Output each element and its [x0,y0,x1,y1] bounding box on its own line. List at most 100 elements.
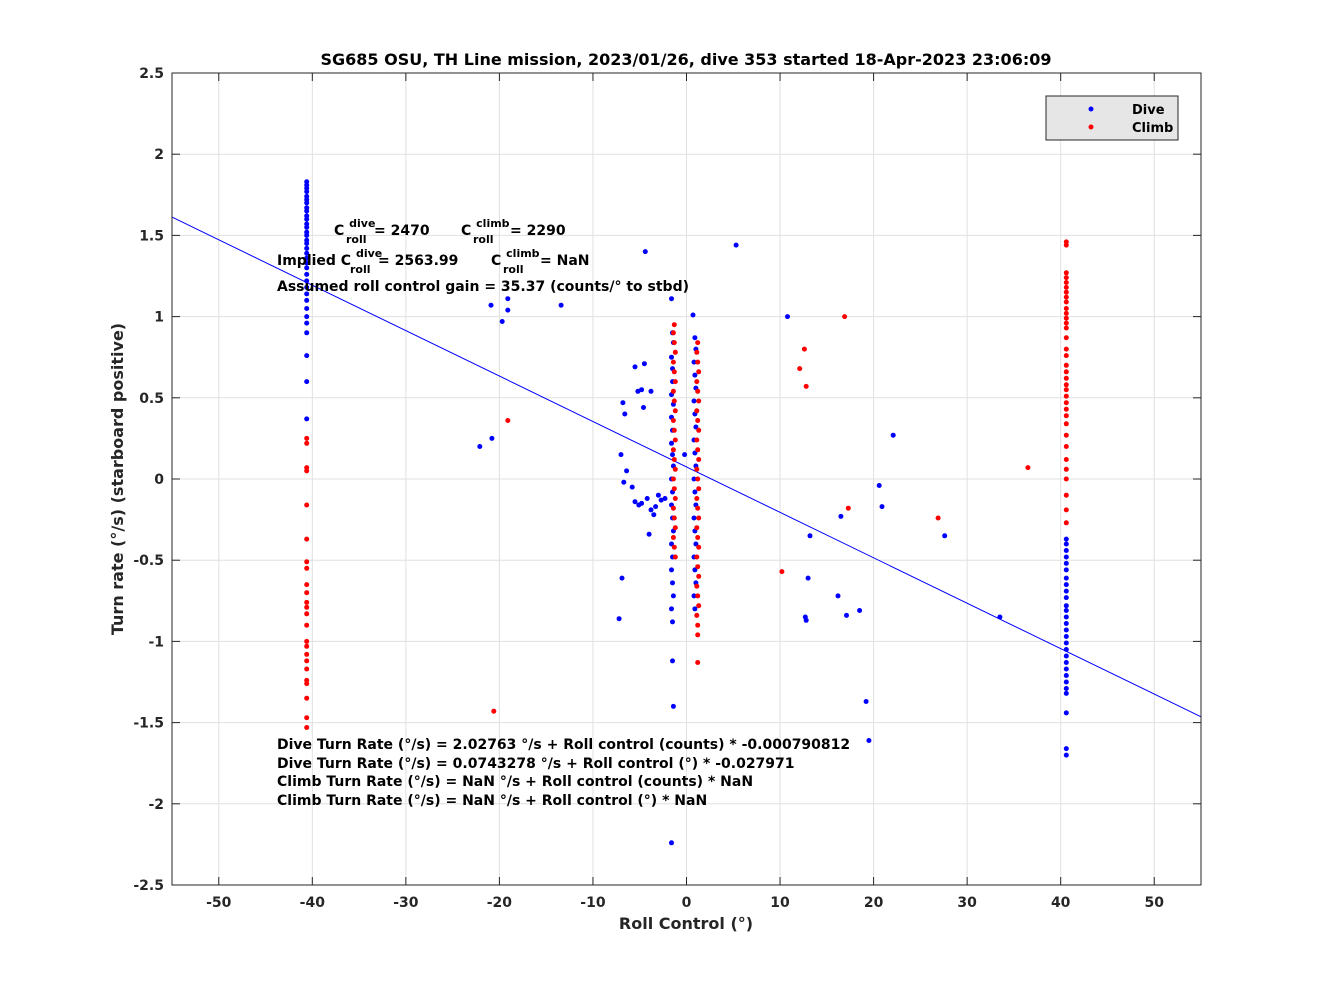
svg-text:C dive roll: C dive roll = 2470 [334,215,430,247]
dive-point [1063,554,1069,560]
climb-point [695,388,701,394]
dive-point [489,435,495,441]
dive-point [692,489,698,495]
dive-point [1063,634,1069,639]
climb-point [671,457,677,462]
dive-point [1063,614,1069,620]
dive-point [653,504,659,510]
climb-point [1063,406,1069,412]
climb-point [803,383,809,389]
c-climb-sub: roll [473,233,494,246]
implied-dive-value: = 2563.99 [378,253,458,269]
dive-point [304,189,310,195]
climb-point [1063,444,1069,449]
dive-point [499,319,505,324]
x-tick-label: 50 [1144,895,1164,911]
legend-dive-marker [1088,106,1094,112]
y-tick-label: 0 [154,472,164,488]
climb-point [694,466,700,472]
climb-point [696,398,702,404]
climb-point [304,599,310,605]
climb-point [505,418,511,423]
fit-line-layer [171,216,1202,718]
climb-point [1063,457,1069,462]
dive-point [1063,660,1069,665]
dive-point [807,533,813,539]
implied-dive-sub: roll [350,263,371,276]
dive-point [691,476,697,482]
x-tick-label: 40 [1051,895,1071,911]
dive-point [1063,603,1069,609]
dive-point [477,444,483,449]
x-tick-label: 30 [957,895,977,911]
dive-point [304,330,310,336]
dive-point [693,424,699,430]
dive-point [646,531,652,537]
climb-point [1063,242,1069,248]
dive-point [1063,575,1069,581]
climb-point [935,515,941,521]
chart-title: SG685 OSU, TH Line mission, 2023/01/26, … [321,50,1052,69]
legend: Dive Climb [1045,95,1179,141]
dive-point [655,492,661,498]
dive-point [692,372,698,378]
dive-point [618,452,624,458]
climb-point [671,340,677,346]
dive-point [857,608,863,613]
climb-point [694,408,700,414]
climb-point [696,427,702,433]
climb-point [694,525,700,531]
dive-point [942,533,948,539]
climb-point [695,418,701,423]
climb-point [304,440,310,446]
dive-point [1063,621,1069,626]
climb-point [670,359,676,365]
x-tick-label: -10 [580,895,606,911]
climb-point [1063,507,1069,513]
climb-point [672,496,678,501]
climb-point [696,603,702,609]
implied-climb-value: = NaN [540,253,590,269]
dive-point [838,513,844,519]
dive-point [635,388,641,394]
climb-point [1063,335,1069,341]
y-tick-label: 1.5 [139,228,164,244]
climb-point [797,366,803,372]
climb-point [304,582,310,588]
climb-point [695,535,701,540]
climb-point [672,466,678,472]
dive-point [304,284,310,290]
implied-climb-prefix: C [491,253,501,269]
dive-point [304,314,310,320]
dive-point [304,232,310,238]
climb-point [695,593,701,599]
climb-point [1063,387,1069,393]
y-tick-label: 2 [154,147,164,163]
dive-point [304,241,310,246]
climb-point [304,658,310,664]
x-tick-label: 20 [864,895,884,911]
equation-climb-counts: Climb Turn Rate (°/s) = NaN °/s + Roll c… [277,774,753,790]
dive-point [558,302,564,308]
climb-point [671,322,677,328]
climb-point [304,643,310,649]
dive-point [304,353,310,359]
dive-point [879,504,885,510]
dive-point [304,224,310,230]
dive-point [620,400,626,406]
dive-point [639,500,645,506]
gain-annotation: Assumed roll control gain = 35.37 (count… [277,279,689,295]
dive-point [669,354,674,360]
axis-ticks: -50 -40 -30 -20 -10 0 10 20 30 40 50 2.5 2 1.5 1 0.5 0 -0… [133,66,1201,911]
dive-point [1063,582,1069,588]
x-tick-label: -40 [300,895,326,911]
climb-point [694,612,700,618]
dive-point [648,388,654,394]
climb-point [1063,310,1069,316]
climb-point [1063,362,1069,368]
dive-point [692,335,698,341]
c-dive-value: = 2470 [374,223,430,239]
climb-point [1063,432,1069,438]
y-tick-label: 1 [154,310,164,326]
